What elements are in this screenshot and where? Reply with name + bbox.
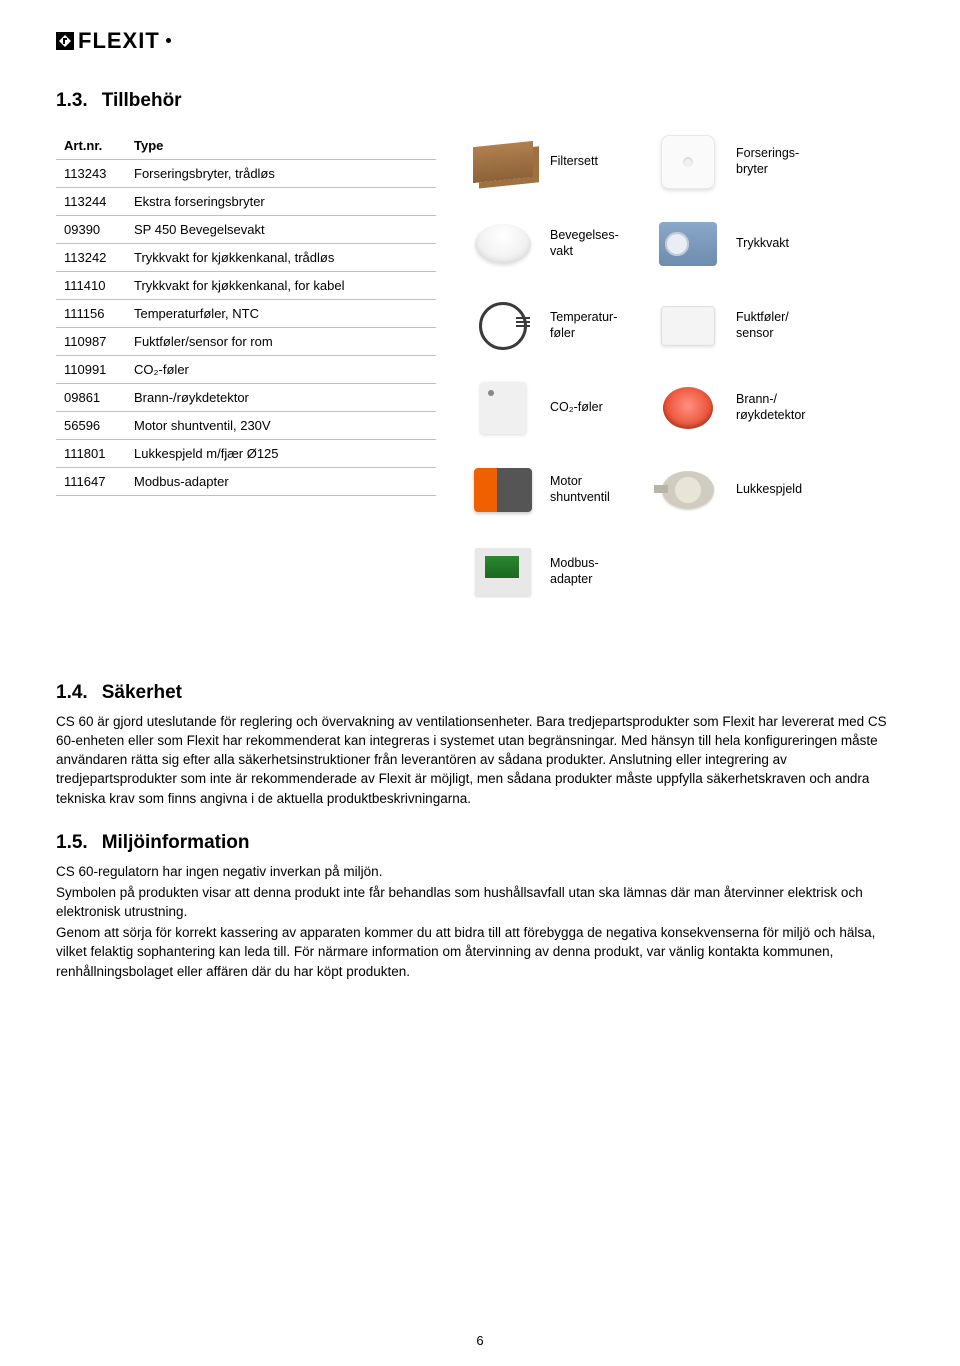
logo-dot-icon <box>166 38 171 43</box>
temperaturfoler-icon <box>468 296 538 356</box>
visual-row: Modbus-adapter <box>468 542 904 602</box>
motor-shuntventil-icon <box>468 460 538 520</box>
cell-artnr: 56596 <box>56 412 126 440</box>
th-type: Type <box>126 132 436 160</box>
table-row: 111647Modbus-adapter <box>56 468 436 496</box>
visual-label: Temperatur-føler <box>550 310 640 341</box>
roykdetektor-icon <box>652 378 724 438</box>
visual-label: Forserings-bryter <box>736 146 826 177</box>
cell-artnr: 113242 <box>56 244 126 272</box>
forseringsbryter-icon <box>652 132 724 192</box>
cell-type: Temperaturføler, NTC <box>126 300 436 328</box>
table-row: 113242Trykkvakt for kjøkkenkanal, trådlø… <box>56 244 436 272</box>
table-row: 56596Motor shuntventil, 230V <box>56 412 436 440</box>
visual-label: Trykkvakt <box>736 236 826 252</box>
table-row: 09390SP 450 Bevegelsevakt <box>56 216 436 244</box>
cell-type: Ekstra forseringsbryter <box>126 188 436 216</box>
visual-label: Motorshuntventil <box>550 474 640 505</box>
visual-row: Motorshuntventil Lukkespjeld <box>468 460 904 520</box>
cell-artnr: 09861 <box>56 384 126 412</box>
visual-row: Temperatur-føler Fuktføler/sensor <box>468 296 904 356</box>
visual-label: Fuktføler/sensor <box>736 310 826 341</box>
cell-type: Trykkvakt for kjøkkenkanal, for kabel <box>126 272 436 300</box>
cell-artnr: 111410 <box>56 272 126 300</box>
cell-type: CO₂-føler <box>126 356 436 384</box>
visual-label: CO₂-føler <box>550 400 640 416</box>
visual-row: Bevegelses-vakt Trykkvakt <box>468 214 904 274</box>
section-1-5-heading: 1.5.Miljöinformation <box>56 832 904 854</box>
cell-type: Fuktføler/sensor for rom <box>126 328 436 356</box>
section-1-3-heading: 1.3.Tillbehör <box>56 90 904 112</box>
body-paragraph: CS 60-regulatorn har ingen negativ inver… <box>56 862 904 881</box>
trykkvakt-icon <box>652 214 724 274</box>
cell-type: SP 450 Bevegelsevakt <box>126 216 436 244</box>
parts-table: Art.nr. Type 113243Forseringsbryter, trå… <box>56 132 436 496</box>
cell-type: Forseringsbryter, trådløs <box>126 160 436 188</box>
modbus-adapter-icon <box>468 542 538 602</box>
cell-type: Trykkvakt for kjøkkenkanal, trådløs <box>126 244 436 272</box>
body-paragraph: Genom att sörja för korrekt kassering av… <box>56 923 904 980</box>
visual-label: Brann-/røykdetektor <box>736 392 826 423</box>
table-row: 110991CO₂-føler <box>56 356 436 384</box>
table-row: 111156Temperaturføler, NTC <box>56 300 436 328</box>
cell-artnr: 09390 <box>56 216 126 244</box>
logo-mark-icon <box>56 32 74 50</box>
table-row: 09861Brann-/røykdetektor <box>56 384 436 412</box>
page-number: 6 <box>476 1333 483 1348</box>
body-paragraph: Symbolen på produkten visar att denna pr… <box>56 883 904 921</box>
table-header-row: Art.nr. Type <box>56 132 436 160</box>
section-1-4-heading: 1.4.Säkerhet <box>56 682 904 704</box>
table-row: 111410Trykkvakt for kjøkkenkanal, for ka… <box>56 272 436 300</box>
table-row: 111801Lukkespjeld m/fjær Ø125 <box>56 440 436 468</box>
table-row: 113243Forseringsbryter, trådløs <box>56 160 436 188</box>
cell-artnr: 113244 <box>56 188 126 216</box>
filtersett-icon <box>468 132 538 192</box>
cell-artnr: 111647 <box>56 468 126 496</box>
cell-artnr: 111156 <box>56 300 126 328</box>
brand-logo: FLEXIT <box>56 28 904 54</box>
visual-label: Modbus-adapter <box>550 556 640 587</box>
product-visuals: Filtersett Forserings-bryter Bevegelses-… <box>468 132 904 602</box>
table-row: 110987Fuktføler/sensor for rom <box>56 328 436 356</box>
visual-label: Lukkespjeld <box>736 482 826 498</box>
co2-foler-icon <box>468 378 538 438</box>
lukkespjeld-icon <box>652 460 724 520</box>
fuktfoler-icon <box>652 296 724 356</box>
cell-artnr: 111801 <box>56 440 126 468</box>
table-row: 113244Ekstra forseringsbryter <box>56 188 436 216</box>
bevegelsesvakt-icon <box>468 214 538 274</box>
cell-type: Lukkespjeld m/fjær Ø125 <box>126 440 436 468</box>
cell-type: Brann-/røykdetektor <box>126 384 436 412</box>
visual-row: CO₂-føler Brann-/røykdetektor <box>468 378 904 438</box>
cell-type: Motor shuntventil, 230V <box>126 412 436 440</box>
visual-row: Filtersett Forserings-bryter <box>468 132 904 192</box>
logo-text: FLEXIT <box>78 28 160 54</box>
body-paragraph: CS 60 är gjord uteslutande för reglering… <box>56 712 904 808</box>
cell-artnr: 113243 <box>56 160 126 188</box>
cell-artnr: 110987 <box>56 328 126 356</box>
cell-type: Modbus-adapter <box>126 468 436 496</box>
cell-artnr: 110991 <box>56 356 126 384</box>
visual-label: Filtersett <box>550 154 640 170</box>
visual-label: Bevegelses-vakt <box>550 228 640 259</box>
th-artnr: Art.nr. <box>56 132 126 160</box>
